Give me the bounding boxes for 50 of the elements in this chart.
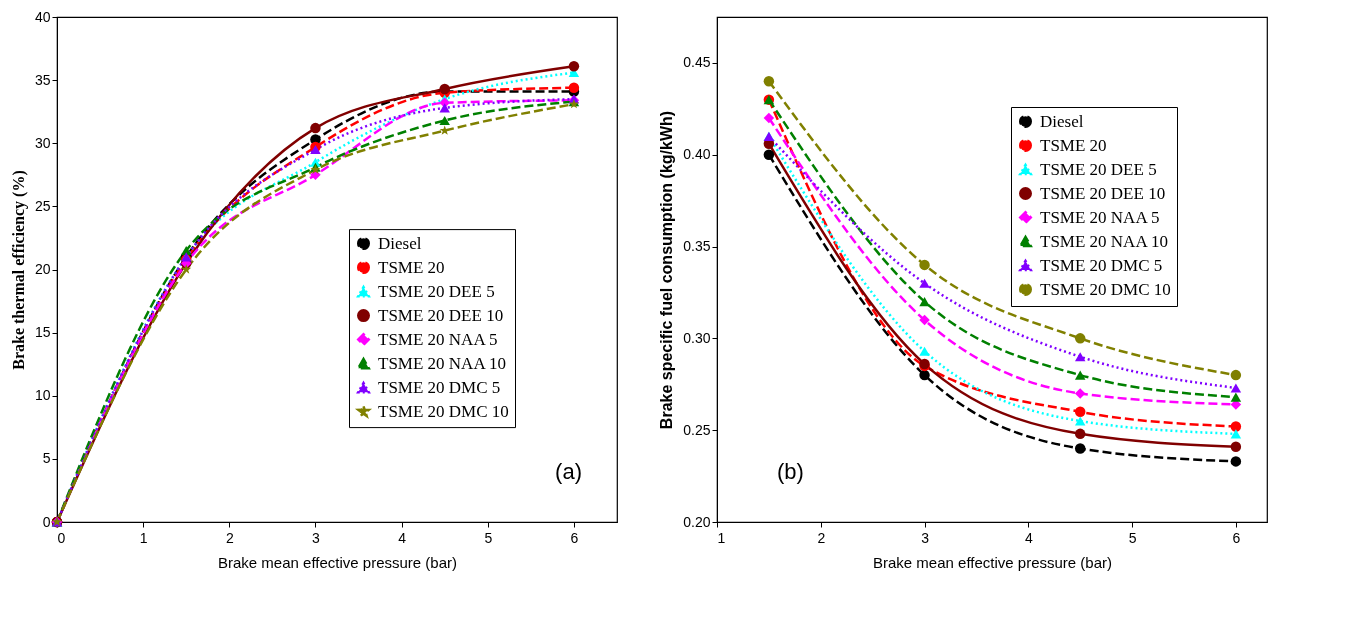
y-tick-label: 40 [34,8,51,25]
legend-label: TSME 20 NAA 5 [1040,207,1160,227]
y-tick-label: 0.40 [683,146,711,163]
y-tick-label: 20 [34,261,51,277]
y-axis-title: Brake specific fuel consumption (kg/kWh) [658,110,676,430]
x-tick-label: 5 [484,529,493,546]
x-axis-title: Brake mean effective pressure (bar) [873,553,1112,571]
y-tick-label: 0.45 [683,54,711,71]
y-tick-label: 5 [42,450,51,467]
legend-label: TSME 20 DEE 5 [1040,159,1157,179]
x-tick-label: 0 [57,529,66,546]
legend-label: TSME 20 DMC 5 [1040,255,1163,275]
y-tick-label: 15 [34,324,51,341]
x-tick-label: 2 [817,529,826,546]
y-tick-label: 0.20 [683,513,711,530]
legend-label: TSME 20 DEE 10 [378,305,504,325]
y-tick-label: 0.35 [683,238,711,255]
y-tick-label: 10 [34,387,51,404]
legend-label: TSME 20 NAA 10 [1040,231,1168,251]
y-axis-title: Brake thermal efficiency (%) [9,170,28,370]
legend-label: TSME 20 [378,257,445,277]
legend-label: TSME 20 DMC 10 [1040,279,1171,299]
y-tick-label: 0 [42,513,51,530]
legend-label: TSME 20 NAA 10 [378,353,506,373]
y-tick-label: 25 [34,197,51,214]
legend-label: TSME 20 [1040,135,1107,155]
x-tick-label: 3 [921,529,930,546]
legend-label: TSME 20 NAA 5 [378,329,498,349]
x-tick-label: 1 [139,529,148,546]
legend-label: TSME 20 DEE 5 [378,281,495,301]
legend-label: Diesel [1040,111,1084,131]
annotation: (b) [777,459,804,484]
x-tick-label: 6 [1232,529,1241,546]
x-tick-label: 6 [570,529,579,546]
y-tick-label: 0.25 [683,421,711,438]
legend-label: TSME 20 DEE 10 [1040,183,1166,203]
x-tick-label: 1 [717,529,726,546]
legend-label: TSME 20 DMC 10 [378,401,509,421]
x-tick-label: 5 [1128,529,1137,546]
y-tick-label: 35 [34,71,51,88]
x-tick-label: 4 [1024,529,1033,546]
x-tick-label: 3 [312,529,321,546]
legend-label: TSME 20 DMC 5 [378,377,501,397]
y-tick-label: 0.30 [683,329,711,346]
x-tick-label: 4 [398,529,407,546]
x-axis-title: Brake mean effective pressure (bar) [218,553,457,571]
y-tick-label: 30 [34,134,51,151]
legend-label: Diesel [378,233,422,253]
annotation: (a) [555,459,582,484]
x-tick-label: 2 [225,529,234,546]
